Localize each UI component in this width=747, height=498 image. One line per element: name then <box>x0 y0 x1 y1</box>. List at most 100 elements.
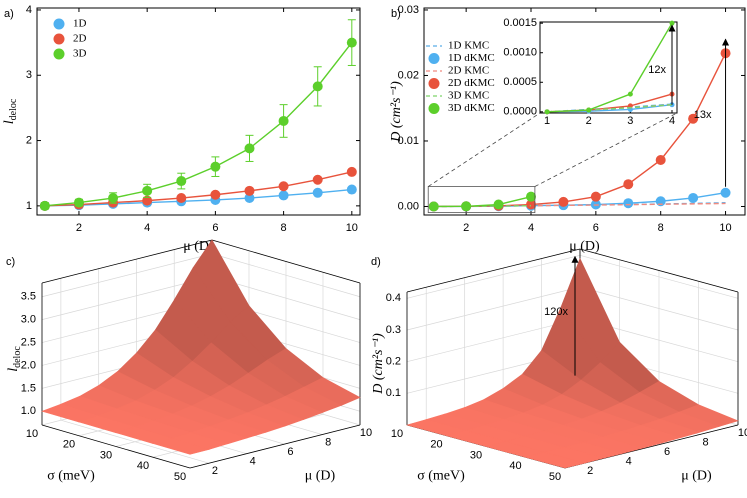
legend-label: 1D dKMC <box>448 52 495 64</box>
y-tick-label: 4 <box>26 4 32 16</box>
x-tick-label: 6 <box>664 446 670 458</box>
marker <box>73 197 84 208</box>
legend-label: 3D KMC <box>448 90 489 102</box>
x-tick-label: 8 <box>281 222 287 234</box>
legend-label: 1D <box>73 18 87 30</box>
axis-label-main: D (cm²s⁻¹) <box>389 81 404 143</box>
box-edge <box>579 248 739 293</box>
plot-frame <box>423 7 746 216</box>
y-tick-label: 1 <box>26 200 32 212</box>
x-tick-label: 6 <box>593 222 599 234</box>
x-tick-label: 2 <box>463 222 469 234</box>
marker <box>142 195 153 206</box>
marker <box>176 176 187 187</box>
box-edge <box>189 424 361 469</box>
x-tick-label: 8 <box>325 436 331 448</box>
inset-x-tick-label: 3 <box>627 115 633 127</box>
marker <box>493 199 504 210</box>
x-tick-label: 4 <box>528 222 534 234</box>
marker <box>312 81 323 92</box>
surface <box>405 257 739 469</box>
y-tick-label: 30 <box>100 449 112 461</box>
surface-patch <box>151 437 211 455</box>
marker <box>590 191 601 202</box>
legend-label: 3D <box>73 48 87 60</box>
x-tick-label: 10 <box>346 222 358 234</box>
annotation: 13x <box>694 109 712 121</box>
marker <box>623 198 634 209</box>
y-axis-label: σ (meV) <box>47 469 95 484</box>
box-edge <box>211 239 361 284</box>
y-tick-label: 0.02 <box>398 69 419 81</box>
series-line <box>433 195 532 208</box>
axis-label-sub: deloc <box>8 98 19 120</box>
marker <box>278 181 289 192</box>
y-axis-label: σ (meV) <box>417 469 465 484</box>
marker <box>278 190 289 201</box>
series-line <box>44 42 353 207</box>
zoom-connector <box>427 112 541 187</box>
legend-swatch <box>428 53 440 64</box>
marker <box>210 161 221 172</box>
z-tick-label: 0.3 <box>386 324 401 336</box>
y-tick-label: 0.00 <box>398 200 419 212</box>
inset-y-tick-label: 0.0015 <box>503 17 537 29</box>
inset-x-tick-label: 4 <box>669 115 675 127</box>
series-line <box>44 171 352 207</box>
y-tick-label: 40 <box>137 460 149 472</box>
inset-x-tick-label: 1 <box>544 115 550 127</box>
marker <box>39 200 50 211</box>
z-tick-label: 0.2 <box>386 356 401 368</box>
panel-label: a) <box>4 8 14 20</box>
marker <box>244 193 255 204</box>
x-axis-label: μ (D) <box>569 239 600 254</box>
inset-y-tick-label: 0.0005 <box>503 76 537 88</box>
marker <box>142 185 153 196</box>
annotation: 12x <box>648 64 666 76</box>
marker <box>346 184 357 195</box>
legend-label: 2D dKMC <box>448 77 495 89</box>
z-tick-label: 1.0 <box>21 405 36 417</box>
marker <box>108 193 119 204</box>
z-tick-label: 3.0 <box>21 314 36 326</box>
y-tick-label: 20 <box>430 439 442 451</box>
legend-swatch <box>53 18 65 30</box>
y-tick-label: 0.03 <box>398 4 419 16</box>
grid-line <box>41 253 213 298</box>
marker <box>688 192 699 203</box>
axis-label: ldeloc <box>2 98 19 124</box>
panel-label: d) <box>371 256 381 268</box>
x-axis-label-text: μ (D) <box>305 469 336 484</box>
x-tick-label: 8 <box>702 436 708 448</box>
marker <box>558 196 569 207</box>
x-tick-label: 2 <box>76 222 82 234</box>
x-axis-label-text: μ (D) <box>569 239 600 254</box>
legend-label: 3D dKMC <box>448 102 495 114</box>
legend-swatch <box>428 103 440 114</box>
legend-swatch <box>53 48 65 60</box>
axis-label-main: l <box>6 368 21 372</box>
z-tick-label: 2.5 <box>21 336 36 348</box>
series-line <box>547 22 673 113</box>
y-tick-label: 40 <box>509 460 521 472</box>
x-axis-label: μ (D) <box>305 469 336 484</box>
marker <box>526 191 536 202</box>
x-tick-label: 2 <box>587 465 593 477</box>
grid-line <box>406 254 581 299</box>
legend-swatch <box>428 78 440 89</box>
y-tick-label: 10 <box>391 428 403 440</box>
y-tick-label: 50 <box>174 471 186 483</box>
legend-label: 2D KMC <box>448 65 489 77</box>
y-tick-label: 50 <box>549 471 561 483</box>
legend-swatch <box>53 33 65 45</box>
marker <box>210 189 221 200</box>
z-tick-label: 0.1 <box>386 387 401 399</box>
axis-label: ldeloc <box>6 346 23 372</box>
box-edge <box>406 248 581 293</box>
inset-y-tick-label: 0.0010 <box>503 47 537 59</box>
y-axis-label-text: σ (meV) <box>417 469 465 484</box>
axis-label: D (cm²s⁻¹) <box>389 81 404 143</box>
marker <box>312 174 323 185</box>
marker <box>720 187 731 198</box>
